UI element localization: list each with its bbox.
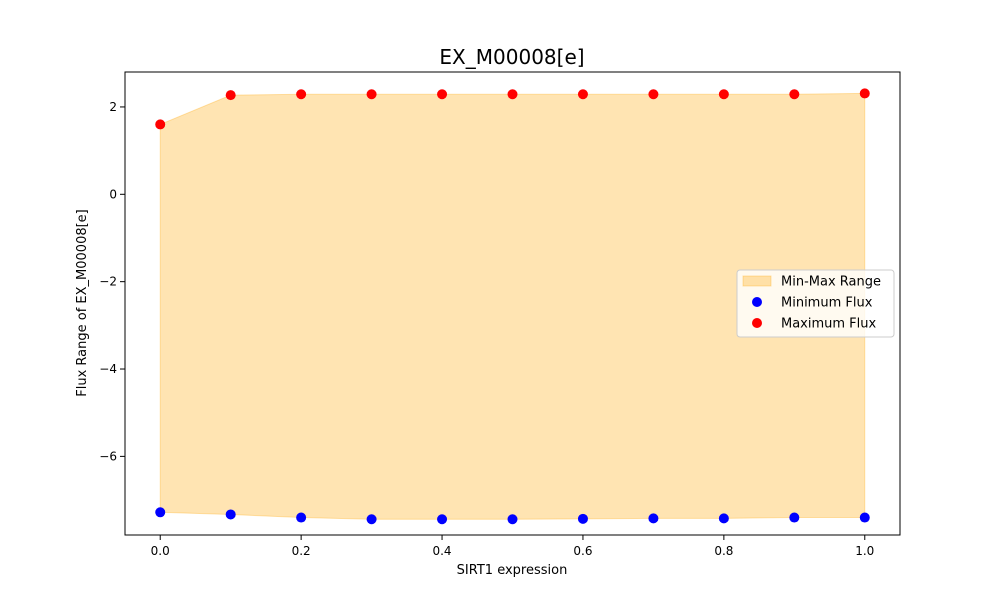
legend: Min-Max Range Minimum Flux Maximum Flux [736, 269, 895, 338]
max-flux-point [296, 89, 307, 100]
x-tick-label: 1.0 [855, 544, 874, 558]
x-tick-label: 0.2 [292, 544, 311, 558]
min-flux-point [507, 514, 518, 525]
min-flux-point [648, 513, 659, 524]
min-flux-point [296, 512, 307, 523]
y-tick-label: −2 [99, 275, 117, 289]
max-flux-point [577, 89, 588, 100]
axes-frame [124, 71, 901, 536]
y-tick-label: 2 [109, 100, 117, 114]
min-flux-point [859, 512, 870, 523]
max-flux-point [718, 89, 729, 100]
y-tick-label: −6 [99, 449, 117, 463]
axes: 0.0 0.2 0.4 0.6 0.8 1.0 −6 −4 −2 0 2 [99, 71, 901, 558]
max-flux-point [859, 88, 870, 99]
y-axis-label: Flux Range of EX_M00008[e] [75, 209, 90, 396]
legend-marker-min [752, 297, 762, 307]
max-flux-point [437, 89, 448, 100]
x-tick-label: 0.6 [573, 544, 592, 558]
min-flux-point [225, 509, 236, 520]
max-flux-point [366, 89, 377, 100]
plot-area [155, 88, 870, 525]
max-flux-point [648, 89, 659, 100]
min-flux-point [366, 514, 377, 525]
max-flux-point [225, 90, 236, 101]
legend-marker-max [752, 318, 762, 328]
max-flux-point [507, 89, 518, 100]
x-tick-label: 0.8 [714, 544, 733, 558]
legend-label: Maximum Flux [781, 317, 877, 332]
legend-label: Minimum Flux [781, 296, 873, 311]
y-tick-label: −4 [99, 362, 117, 376]
x-tick-label: 0.0 [151, 544, 170, 558]
x-tick-label: 0.4 [432, 544, 451, 558]
legend-box [736, 269, 895, 338]
max-flux-point [789, 89, 800, 100]
min-flux-point [789, 512, 800, 523]
min-flux-point [718, 513, 729, 524]
x-axis-label: SIRT1 expression [457, 563, 568, 578]
legend-swatch-range [742, 275, 772, 287]
max-flux-point [155, 119, 166, 130]
chart-title: EX_M00008[e] [439, 45, 584, 69]
min-flux-point [577, 513, 588, 524]
min-flux-point [155, 507, 166, 518]
y-tick-label: 0 [109, 187, 117, 201]
min-flux-point [437, 514, 448, 525]
legend-label: Min-Max Range [781, 275, 881, 290]
